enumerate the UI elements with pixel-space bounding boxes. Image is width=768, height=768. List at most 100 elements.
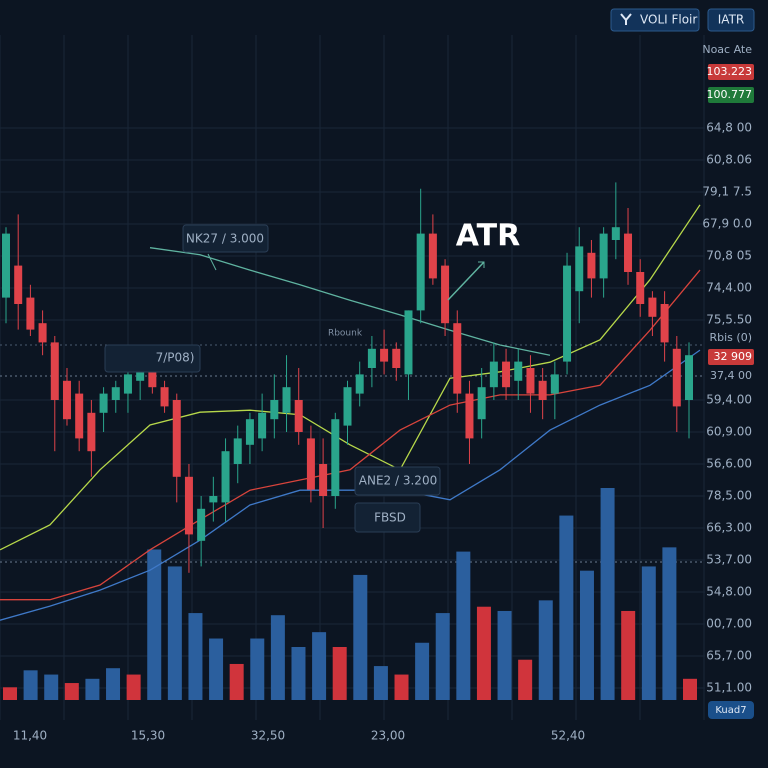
pointer	[207, 253, 217, 271]
volume-bar	[662, 547, 677, 700]
candle-body	[636, 272, 645, 304]
volume-bar	[23, 670, 38, 700]
candle-body	[575, 246, 584, 292]
candle-body	[184, 476, 193, 535]
candle-body	[111, 387, 120, 400]
volume-bar	[270, 615, 285, 700]
price-badge-label: Rbis (0)	[710, 331, 753, 344]
volume-bar	[167, 566, 182, 700]
y-tick-label: 53,7.00	[706, 553, 752, 567]
corner-label: Kuad7	[715, 705, 746, 716]
candle-body	[306, 438, 315, 490]
candle-body	[270, 400, 279, 420]
volume-bar	[518, 659, 533, 700]
annotation: ANE2 / 3.200	[359, 474, 437, 488]
y-tick-label: 00,7.00	[706, 617, 752, 631]
candle-body	[392, 348, 401, 368]
candle-body	[197, 508, 206, 541]
candle-body	[502, 361, 511, 388]
candle-body	[489, 361, 498, 388]
candle-body	[75, 393, 84, 439]
candle-body	[599, 233, 608, 279]
candle-body	[477, 387, 486, 420]
chart-title: ATR	[456, 219, 520, 254]
y-tick-label: 79,1 7.5	[702, 185, 752, 199]
annotation-box	[354, 502, 421, 533]
volume-bar	[497, 610, 512, 700]
pointer	[447, 261, 485, 301]
y-tick-label: 66,3.00	[706, 521, 752, 535]
volume-bar	[600, 488, 615, 700]
volume-bar	[435, 613, 450, 700]
volume-bar	[621, 610, 636, 700]
price-badge-label: 32 909	[714, 350, 753, 363]
candle-body	[550, 374, 559, 394]
x-tick-label: 23,00	[371, 729, 405, 743]
annotation: FBSD	[374, 511, 406, 525]
button[interactable]	[707, 8, 755, 32]
annotation: 7/P08)	[156, 351, 195, 365]
candle-body	[245, 419, 254, 445]
price-badge	[708, 87, 754, 103]
candle-body	[282, 387, 291, 413]
volume-bar	[188, 613, 203, 700]
volume-bar	[683, 678, 697, 700]
volume-bar	[415, 642, 430, 700]
volume-bar	[106, 668, 121, 700]
candle-body	[343, 387, 352, 426]
candle-body	[367, 348, 376, 368]
button-label: VOLI Floir	[640, 13, 697, 27]
candle-body	[50, 342, 59, 400]
corner-badge	[708, 701, 754, 719]
y-tick-label: 64,8 00	[706, 121, 752, 135]
indicator-lines	[0, 204, 701, 621]
candle-body	[172, 400, 181, 477]
candle-body	[611, 227, 620, 240]
volume-bar	[209, 638, 224, 700]
annotation-box	[354, 466, 441, 496]
x-tick-label: 15,30	[131, 729, 165, 743]
y-tick-label: 74,4.00	[706, 281, 752, 295]
price-badge	[708, 349, 754, 365]
indicator-line	[149, 247, 551, 356]
volume-bar	[559, 515, 574, 700]
candle-body	[514, 361, 523, 381]
candle-body	[660, 304, 669, 343]
volume-bar	[250, 638, 265, 700]
annotation: NK27 / 3.000	[186, 232, 264, 246]
volume-bar	[291, 647, 306, 700]
annotation: Rbounk	[328, 329, 363, 339]
candle-body	[258, 412, 267, 439]
price-badge-label: 103.223	[707, 65, 753, 78]
volume	[3, 488, 697, 700]
button-label: IATR	[718, 13, 744, 27]
candle-body	[38, 323, 47, 343]
candle-body	[380, 348, 389, 362]
candle-body	[233, 438, 242, 464]
y-tick-label: 70,8 05	[706, 249, 752, 263]
y-tick-label: 54,8.00	[706, 585, 752, 599]
candle-body	[87, 412, 96, 452]
candle-body	[319, 464, 328, 496]
indicator-line	[0, 349, 701, 621]
indicator-line	[0, 269, 701, 601]
volume-bar	[85, 678, 100, 700]
candle-body	[441, 265, 450, 324]
candle-body	[538, 380, 547, 400]
button[interactable]	[610, 8, 700, 32]
y-tick-label: 60,8.06	[706, 153, 752, 167]
candle-body	[136, 368, 145, 381]
candle-body	[465, 393, 474, 439]
volume-bar	[312, 632, 327, 700]
x-tick-label: 52,40	[551, 729, 585, 743]
price-badge	[708, 64, 754, 80]
price-badge-label: Noac Ate	[702, 43, 752, 56]
x-tick-label: 32,50	[251, 729, 285, 743]
candle-body	[672, 348, 681, 407]
y-tick-label: 51,1.00	[706, 681, 752, 695]
candle-body	[123, 374, 132, 394]
candle-body	[331, 419, 340, 496]
candle-body	[62, 380, 71, 420]
y-tick-label: 65,7.00	[706, 649, 752, 663]
